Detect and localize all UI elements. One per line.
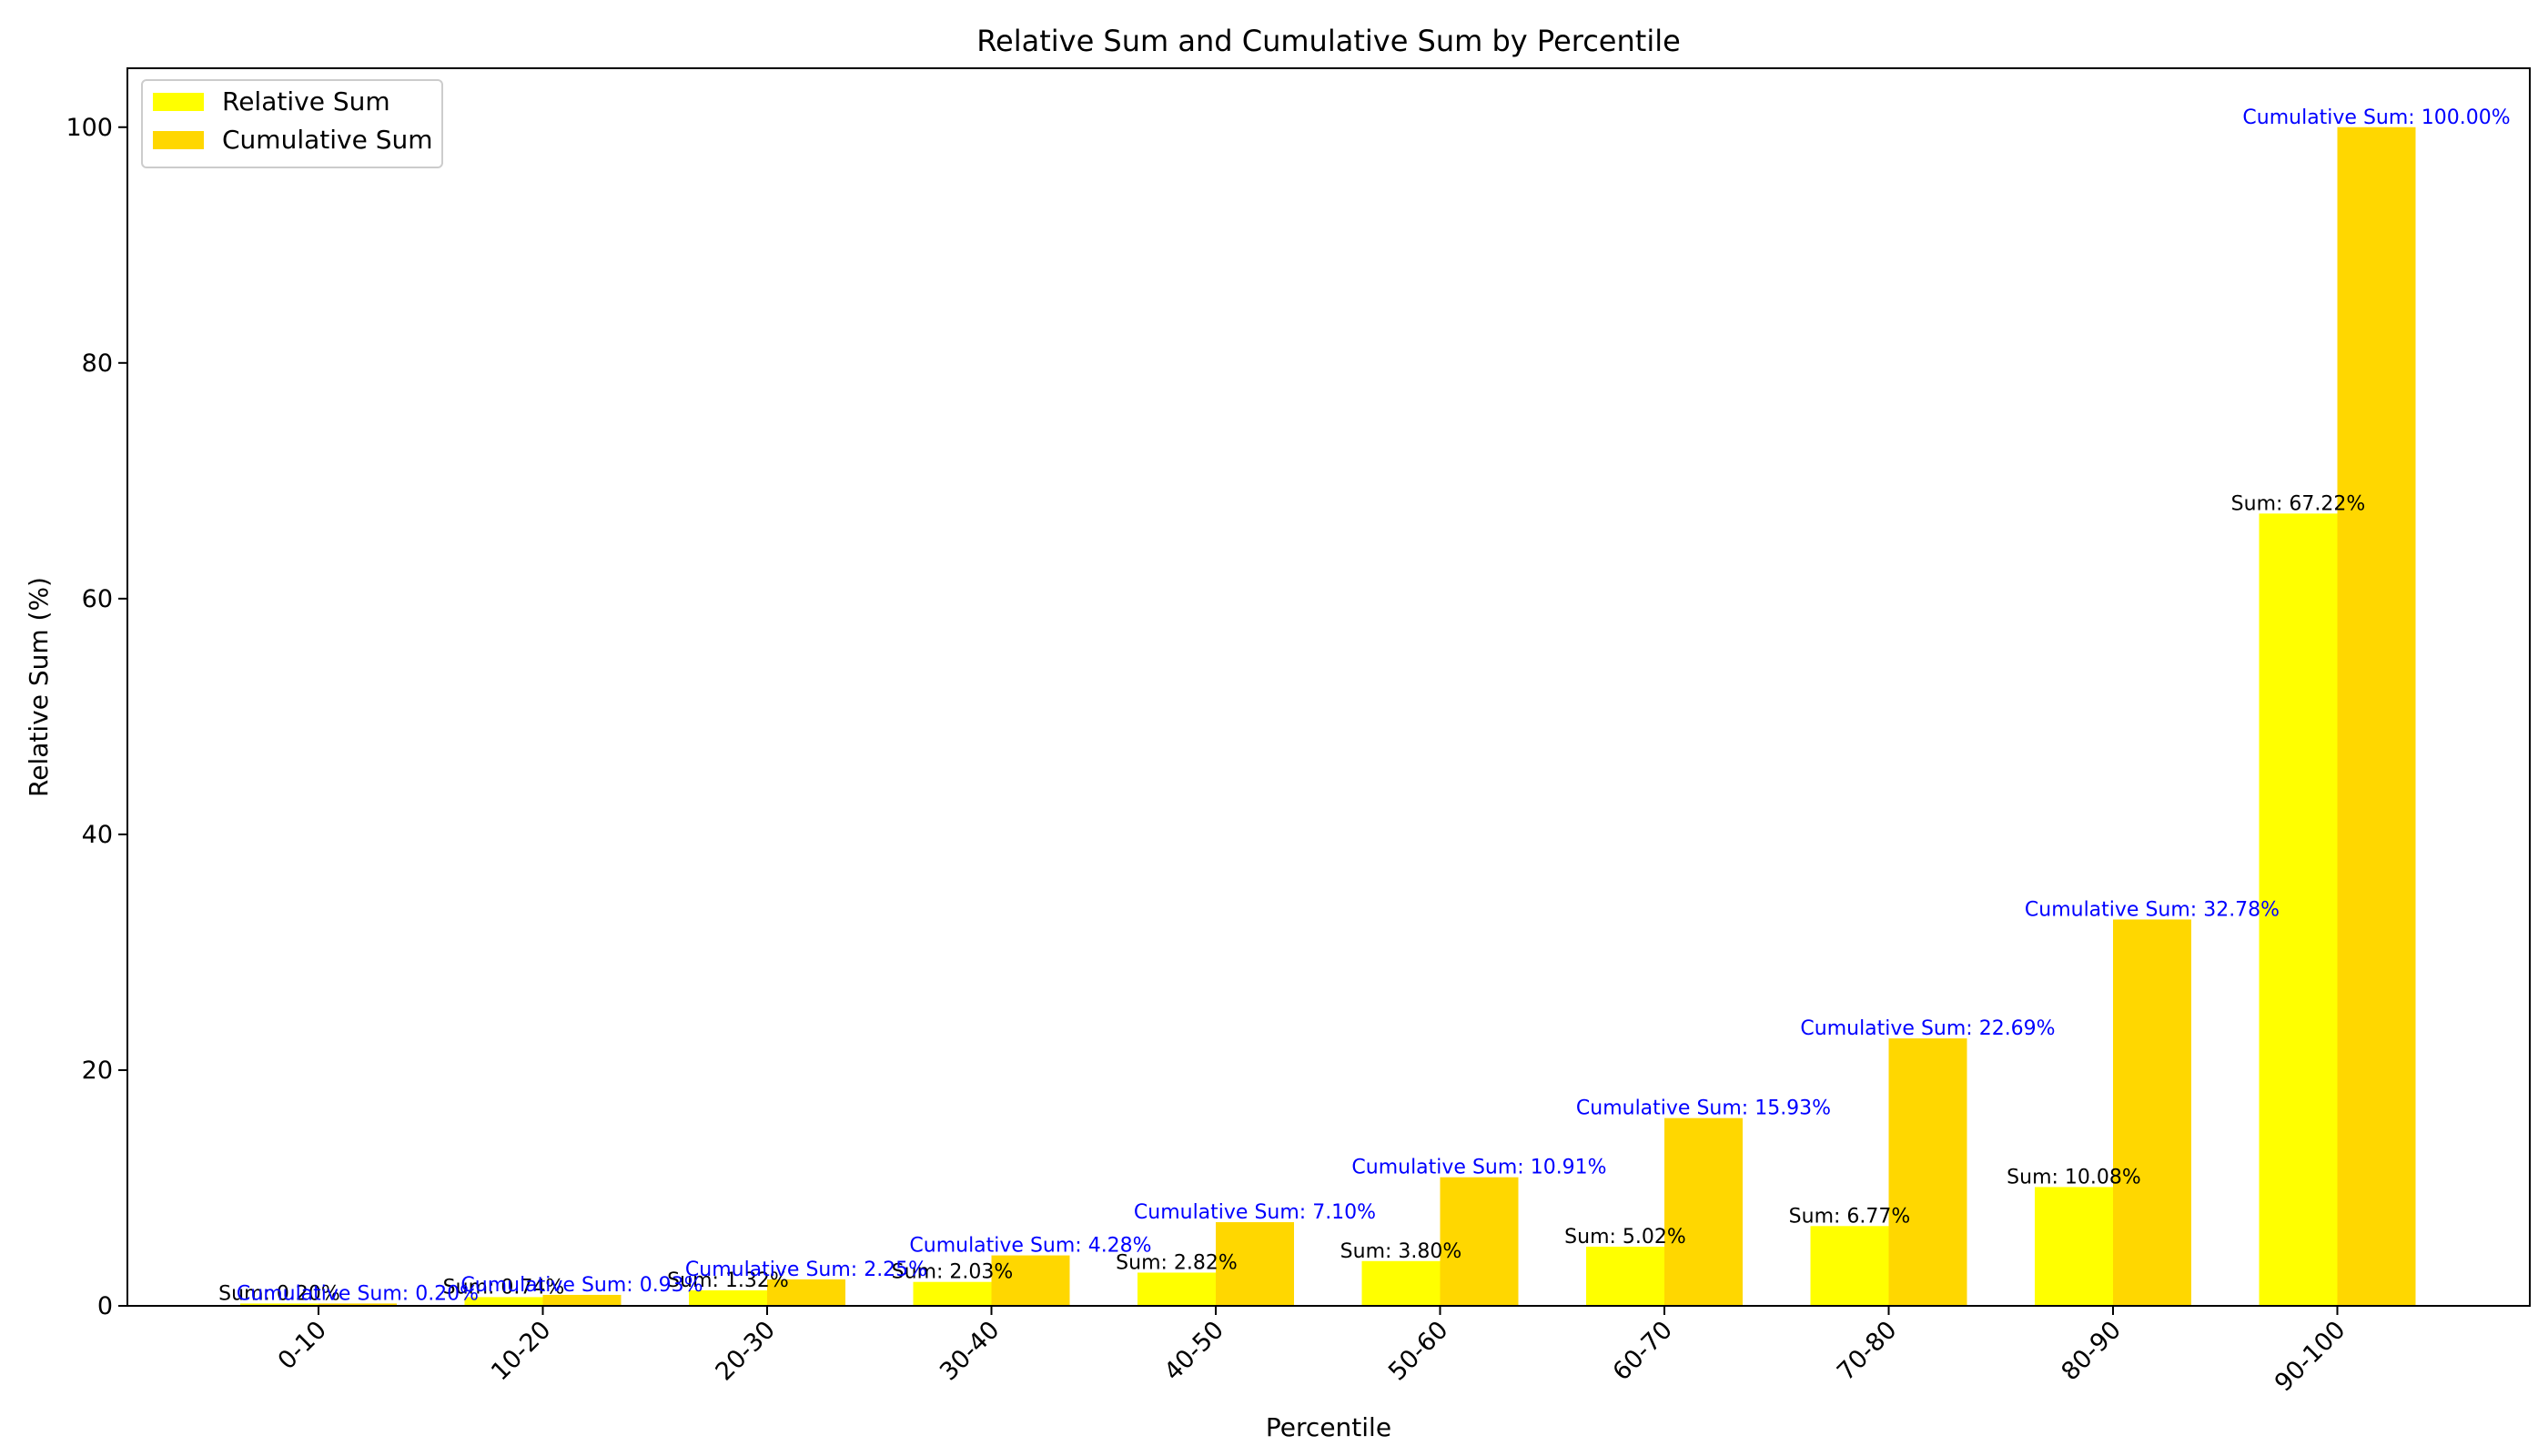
- relative-sum-label-10-20: Sum: 0.74%: [443, 1276, 565, 1299]
- cumulative-sum-bar-80-90: [2113, 919, 2191, 1306]
- y-tick-label-100: 100: [66, 114, 113, 142]
- x-tick-label-70-80: 70-80: [1832, 1316, 1902, 1386]
- relative-sum-bar-20-30: [689, 1289, 767, 1306]
- cumulative-sum-bar-30-40: [991, 1255, 1070, 1306]
- relative-sum-label-60-70: Sum: 5.02%: [1564, 1226, 1686, 1249]
- relative-sum-label-20-30: Sum: 1.32%: [667, 1269, 789, 1292]
- x-tick-label-60-70: 60-70: [1608, 1316, 1678, 1386]
- cumulative-sum-bar-90-100: [2337, 126, 2416, 1306]
- y-tick-label-0: 0: [97, 1292, 113, 1320]
- relative-sum-label-50-60: Sum: 3.80%: [1340, 1240, 1462, 1263]
- cumulative-sum-bar-0-10: [318, 1303, 397, 1306]
- x-tick-label-90-100: 90-100: [2270, 1316, 2351, 1398]
- cumulative-sum-bar-10-20: [542, 1294, 622, 1306]
- legend-swatch-relative-sum: [153, 93, 204, 111]
- relative-sum-bar-60-70: [1586, 1246, 1664, 1306]
- x-tick-label-10-20: 10-20: [486, 1316, 556, 1386]
- relative-sum-bar-70-80: [1810, 1226, 1889, 1306]
- relative-sum-bar-10-20: [464, 1297, 543, 1306]
- x-tick-label-30-40: 30-40: [935, 1316, 1005, 1386]
- x-tick-label-40-50: 40-50: [1159, 1316, 1229, 1386]
- cumulative-sum-bar-70-80: [1888, 1038, 1967, 1306]
- relative-sum-bar-80-90: [2035, 1187, 2113, 1306]
- bars-layer: [240, 126, 2416, 1306]
- y-axis-label: Relative Sum (%): [24, 577, 54, 797]
- relative-sum-label-90-100: Sum: 67.22%: [2231, 492, 2366, 515]
- cumulative-sum-label-60-70: Cumulative Sum: 15.93%: [1576, 1097, 1831, 1120]
- y-tick-label-80: 80: [82, 349, 113, 378]
- relative-sum-label-40-50: Sum: 2.82%: [1116, 1251, 1238, 1274]
- cumulative-sum-bar-50-60: [1440, 1177, 1519, 1306]
- relative-sum-label-30-40: Sum: 2.03%: [892, 1261, 1014, 1284]
- cumulative-sum-label-40-50: Cumulative Sum: 7.10%: [1134, 1201, 1376, 1224]
- legend-frame: [141, 79, 443, 168]
- cumulative-sum-label-80-90: Cumulative Sum: 32.78%: [2025, 898, 2280, 921]
- x-tick-label-0-10: 0-10: [273, 1316, 332, 1375]
- legend-swatch-cumulative-sum: [153, 131, 204, 149]
- y-tick-label-40: 40: [82, 821, 113, 849]
- y-tick-label-60: 60: [82, 585, 113, 613]
- x-tick-label-20-30: 20-30: [711, 1316, 781, 1386]
- relative-sum-label-0-10: Sum: 0.20%: [218, 1282, 340, 1305]
- cumulative-sum-label-90-100: Cumulative Sum: 100.00%: [2242, 106, 2510, 129]
- cumulative-sum-label-70-80: Cumulative Sum: 22.69%: [1800, 1017, 2055, 1040]
- x-tick-label-80-90: 80-90: [2057, 1316, 2127, 1386]
- cumulative-sum-bar-40-50: [1216, 1222, 1294, 1306]
- cumulative-sum-bar-60-70: [1664, 1117, 1743, 1306]
- x-axis: 0-10 10-20 20-30 30-40 40-50 50-60 60-70 70-80 8…: [273, 1306, 2351, 1398]
- chart-title: Relative Sum and Cumulative Sum by Perce…: [976, 24, 1681, 58]
- y-tick-label-20: 20: [82, 1057, 113, 1085]
- relative-sum-bar-50-60: [1361, 1260, 1441, 1306]
- cumulative-sum-label-50-60: Cumulative Sum: 10.91%: [1351, 1157, 1606, 1179]
- relative-sum-bar-40-50: [1138, 1272, 1216, 1306]
- relative-sum-bar-30-40: [913, 1281, 992, 1306]
- relative-sum-bar-0-10: [240, 1303, 318, 1306]
- y-axis: 0 20 40 60 80 100: [66, 114, 127, 1320]
- value-labels-layer: Sum: 0.20% Sum: 0.74% Sum: 1.32% Sum: 2.03%…: [218, 106, 2510, 1306]
- cumulative-sum-label-0-10: Cumulative Sum: 0.20%: [237, 1282, 479, 1305]
- cumulative-sum-bar-20-30: [767, 1279, 845, 1306]
- cumulative-sum-label-20-30: Cumulative Sum: 2.25%: [685, 1259, 927, 1281]
- relative-sum-label-70-80: Sum: 6.77%: [1789, 1205, 1911, 1228]
- x-tick-label-50-60: 50-60: [1383, 1316, 1453, 1386]
- cumulative-sum-label-10-20: Cumulative Sum: 0.93%: [460, 1274, 703, 1297]
- plot-frame: [126, 67, 2531, 1307]
- legend-label-cumulative-sum: Cumulative Sum: [222, 125, 433, 155]
- legend: Relative Sum Cumulative Sum: [141, 79, 443, 168]
- cumulative-sum-label-30-40: Cumulative Sum: 4.28%: [909, 1235, 1151, 1258]
- relative-sum-bar-90-100: [2259, 513, 2338, 1306]
- relative-sum-label-80-90: Sum: 10.08%: [2007, 1166, 2141, 1188]
- x-axis-label: Percentile: [1266, 1412, 1391, 1442]
- legend-label-relative-sum: Relative Sum: [222, 86, 390, 116]
